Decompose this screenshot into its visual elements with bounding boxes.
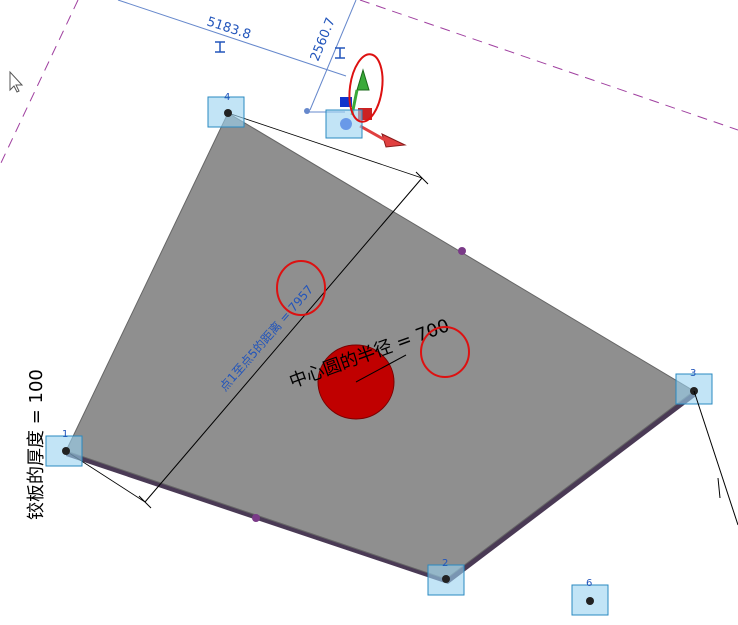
temp-dimension-line-1 [117, 0, 347, 77]
dimension-tick [415, 171, 429, 185]
highlight-circle-gizmo [348, 53, 384, 123]
svg-text:3: 3 [690, 368, 696, 379]
temp-dimension-line-2 [309, 0, 357, 111]
point-marker-2[interactable]: 2 [427, 558, 465, 596]
radius-dimension-line [355, 354, 407, 383]
svg-text:6: 6 [586, 578, 592, 589]
gizmo-x-arrow [381, 133, 407, 148]
reference-line [693, 390, 738, 526]
highlight-circle-radius [420, 326, 470, 378]
temp-dimension-5183[interactable]: 5183.8 [205, 15, 253, 43]
lock-dimension-icon[interactable] [335, 47, 345, 59]
temp-dimension-endpoint[interactable] [304, 108, 310, 114]
svg-text:1: 1 [62, 429, 68, 440]
distance-dimension-line[interactable] [144, 177, 423, 503]
point-marker-6[interactable]: 6 [571, 578, 609, 616]
dimension-tick [138, 495, 152, 509]
cursor-arrow-icon [9, 70, 24, 93]
point-marker-1[interactable]: 1 [45, 429, 83, 467]
gizmo-y-arrow [356, 68, 370, 91]
edge-midpoint[interactable] [252, 514, 260, 522]
temp-dimension-2560[interactable]: 2560.7 [308, 16, 339, 64]
highlight-circle-distance [276, 260, 326, 316]
reference-line [717, 477, 721, 499]
thickness-label[interactable]: 铰板的厚度 = 100 [26, 369, 47, 520]
svg-text:2: 2 [442, 558, 448, 569]
point-marker-4[interactable]: 4 [207, 92, 245, 128]
edge-midpoint[interactable] [458, 247, 466, 255]
distance-witness-line [227, 112, 423, 179]
point-marker-3[interactable]: 3 [675, 368, 713, 405]
reference-plane-line[interactable] [359, 0, 738, 131]
point-marker-5[interactable] [325, 109, 363, 139]
plate-edge [66, 391, 696, 584]
lock-dimension-icon[interactable] [215, 41, 225, 53]
svg-text:4: 4 [224, 92, 230, 103]
reference-plane-line-left[interactable] [0, 0, 79, 166]
